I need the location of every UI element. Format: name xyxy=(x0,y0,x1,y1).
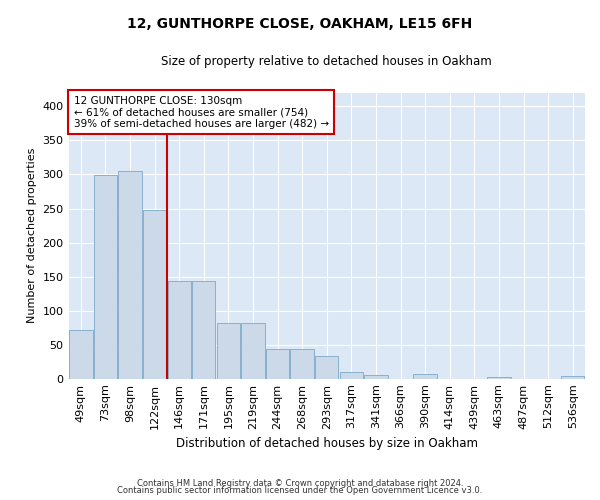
Title: Size of property relative to detached houses in Oakham: Size of property relative to detached ho… xyxy=(161,55,492,68)
Text: 12, GUNTHORPE CLOSE, OAKHAM, LE15 6FH: 12, GUNTHORPE CLOSE, OAKHAM, LE15 6FH xyxy=(127,18,473,32)
Bar xyxy=(241,323,265,378)
Bar xyxy=(217,323,240,378)
Bar xyxy=(69,330,92,378)
Text: Contains HM Land Registry data © Crown copyright and database right 2024.: Contains HM Land Registry data © Crown c… xyxy=(137,478,463,488)
Bar xyxy=(94,175,117,378)
Bar xyxy=(561,376,584,378)
Bar xyxy=(266,348,289,378)
X-axis label: Distribution of detached houses by size in Oakham: Distribution of detached houses by size … xyxy=(176,437,478,450)
Bar xyxy=(487,376,511,378)
Bar xyxy=(340,372,363,378)
Bar xyxy=(167,280,191,378)
Text: 12 GUNTHORPE CLOSE: 130sqm
← 61% of detached houses are smaller (754)
39% of sem: 12 GUNTHORPE CLOSE: 130sqm ← 61% of deta… xyxy=(74,96,329,129)
Bar xyxy=(315,356,338,378)
Text: Contains public sector information licensed under the Open Government Licence v3: Contains public sector information licen… xyxy=(118,486,482,495)
Bar xyxy=(118,171,142,378)
Bar xyxy=(364,374,388,378)
Bar xyxy=(192,280,215,378)
Bar xyxy=(290,348,314,378)
Bar xyxy=(413,374,437,378)
Bar xyxy=(143,210,166,378)
Y-axis label: Number of detached properties: Number of detached properties xyxy=(27,148,37,324)
